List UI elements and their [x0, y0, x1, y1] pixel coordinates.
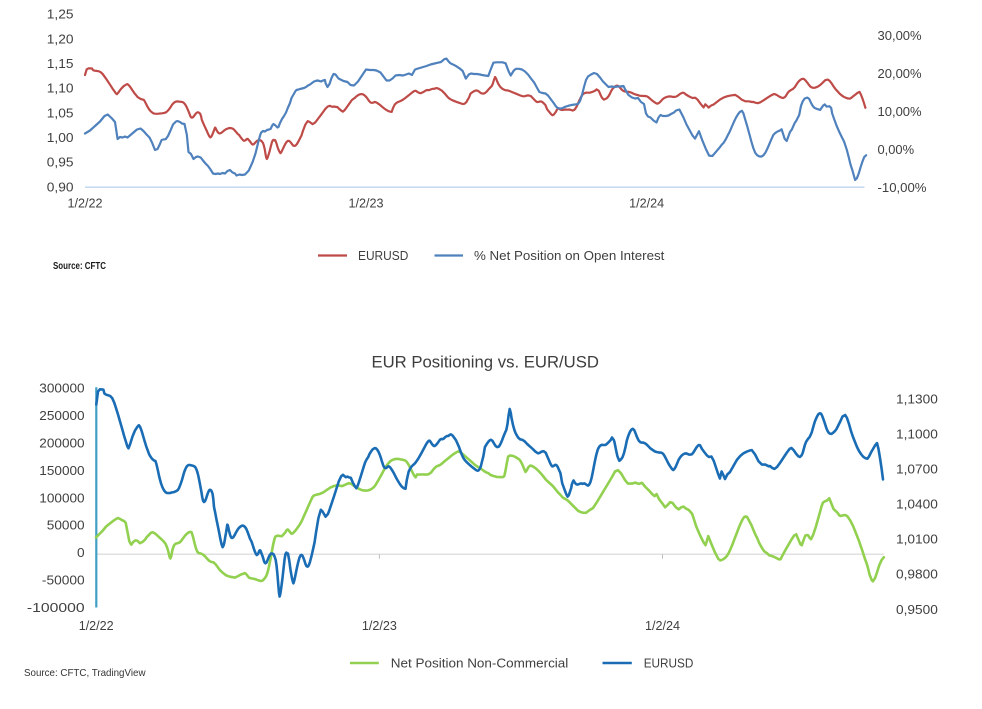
- svg-text:-10,00%: -10,00%: [878, 180, 927, 195]
- svg-text:1/2/22: 1/2/22: [68, 196, 103, 211]
- svg-text:0,9800: 0,9800: [896, 567, 938, 582]
- svg-text:1,05: 1,05: [47, 105, 74, 120]
- svg-text:300000: 300000: [39, 381, 84, 396]
- svg-text:1,0400: 1,0400: [896, 497, 938, 512]
- svg-text:0: 0: [77, 545, 85, 560]
- svg-text:0,95: 0,95: [47, 155, 74, 170]
- svg-text:100000: 100000: [39, 490, 84, 505]
- svg-text:EURUSD: EURUSD: [358, 248, 408, 263]
- svg-text:20,00%: 20,00%: [878, 66, 922, 81]
- svg-text:0,9500: 0,9500: [896, 602, 938, 617]
- svg-text:1/2/23: 1/2/23: [349, 196, 384, 211]
- svg-text:Source: CFTC, TradingView: Source: CFTC, TradingView: [24, 668, 146, 679]
- svg-text:-50000: -50000: [42, 573, 85, 588]
- svg-text:% Net Position on Open Interes: % Net Position on Open Interest: [474, 248, 665, 263]
- svg-text:50000: 50000: [47, 518, 85, 533]
- svg-text:1/2/24: 1/2/24: [629, 196, 664, 211]
- svg-text:1,25: 1,25: [47, 7, 74, 22]
- svg-text:0,00%: 0,00%: [878, 142, 915, 157]
- svg-text:1,10: 1,10: [47, 81, 74, 96]
- svg-text:1,1300: 1,1300: [896, 391, 938, 406]
- svg-text:1,15: 1,15: [47, 56, 74, 71]
- svg-text:30,00%: 30,00%: [878, 28, 922, 43]
- svg-text:1/2/24: 1/2/24: [645, 618, 680, 633]
- svg-text:1,20: 1,20: [47, 31, 74, 46]
- svg-text:1,00: 1,00: [47, 130, 74, 145]
- svg-text:-100000: -100000: [27, 600, 85, 615]
- svg-text:250000: 250000: [39, 408, 84, 423]
- svg-text:0,90: 0,90: [47, 179, 74, 194]
- svg-text:EURUSD: EURUSD: [644, 656, 694, 671]
- svg-text:200000: 200000: [39, 435, 84, 450]
- svg-text:1,0100: 1,0100: [896, 532, 938, 547]
- svg-text:EUR Positioning vs. EUR/USD: EUR Positioning vs. EUR/USD: [371, 353, 599, 372]
- svg-text:1/2/23: 1/2/23: [362, 618, 397, 633]
- svg-text:1,1000: 1,1000: [896, 426, 938, 441]
- svg-text:150000: 150000: [39, 463, 84, 478]
- svg-text:1/2/22: 1/2/22: [79, 618, 114, 633]
- svg-text:Net Position Non-Commercial: Net Position Non-Commercial: [391, 656, 569, 671]
- svg-text:Source: CFTC: Source: CFTC: [53, 260, 106, 272]
- svg-text:1,0700: 1,0700: [896, 461, 938, 476]
- svg-text:10,00%: 10,00%: [878, 104, 922, 119]
